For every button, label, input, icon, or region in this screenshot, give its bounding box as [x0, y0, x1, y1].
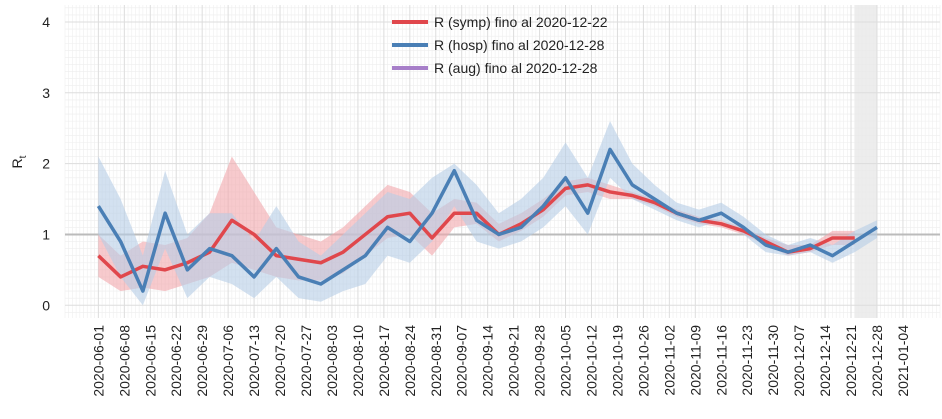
x-tick-label: 2020-12-21 [843, 325, 859, 397]
x-tick-label: 2020-08-03 [324, 325, 340, 397]
x-tick-label: 2020-06-29 [194, 325, 210, 397]
series-line [97, 183, 855, 279]
y-tick-label: 4 [42, 14, 50, 30]
legend-label: R (symp) fino al 2020-12-22 [434, 14, 608, 30]
x-tick-label: 2020-12-14 [817, 325, 833, 397]
x-tick-label: 2020-06-22 [168, 325, 184, 397]
x-tick-label: 2020-06-01 [90, 325, 106, 397]
legend-label: R (aug) fino al 2020-12-28 [434, 60, 598, 76]
x-tick-label: 2020-09-14 [480, 325, 496, 397]
x-tick-label: 2020-09-21 [506, 325, 522, 397]
x-tick-label: 2020-12-28 [869, 325, 885, 397]
x-tick-label: 2020-06-08 [116, 325, 132, 397]
y-axis-label: Rt [9, 155, 29, 168]
x-tick-label: 2020-11-09 [687, 325, 703, 396]
x-tick-label: 2020-09-28 [532, 325, 548, 397]
x-tick-label: 2020-10-05 [558, 325, 574, 397]
series-line [96, 147, 878, 293]
y-tick-label: 3 [42, 85, 50, 101]
y-label-sub: t [18, 155, 29, 158]
x-tick-label: 2020-08-24 [402, 325, 418, 397]
x-tick-label: 2020-06-15 [142, 325, 158, 397]
x-tick-label: 2020-10-12 [583, 325, 599, 397]
x-tick-label: 2020-08-17 [376, 325, 392, 397]
x-tick-label: 2020-07-20 [272, 325, 288, 397]
x-tick-label: 2020-11-23 [739, 325, 755, 396]
x-tick-label: 2020-07-27 [298, 325, 314, 397]
x-tick-label: 2020-07-13 [246, 325, 262, 397]
x-tick-label: 2020-11-02 [661, 325, 677, 396]
x-tick-label: 2020-08-31 [428, 325, 444, 397]
y-tick-label: 0 [42, 297, 50, 313]
x-tick-label: 2020-09-07 [454, 325, 470, 397]
x-tick-label: 2020-07-06 [220, 325, 236, 397]
x-tick-label: 2020-12-07 [791, 325, 807, 397]
y-tick-label: 2 [42, 156, 50, 172]
shaded-region [854, 5, 877, 318]
x-tick-label: 2021-01-04 [895, 325, 911, 397]
y-label-main: R [9, 158, 25, 168]
x-tick-label: 2020-10-26 [635, 325, 651, 397]
x-tick-label: 2020-11-30 [765, 325, 781, 396]
y-tick-label: 1 [42, 226, 50, 242]
x-tick-label: 2020-11-16 [713, 325, 729, 396]
x-tick-label: 2020-10-19 [609, 325, 625, 397]
legend-label: R (hosp) fino al 2020-12-28 [434, 37, 605, 53]
x-tick-label: 2020-08-10 [350, 325, 366, 397]
